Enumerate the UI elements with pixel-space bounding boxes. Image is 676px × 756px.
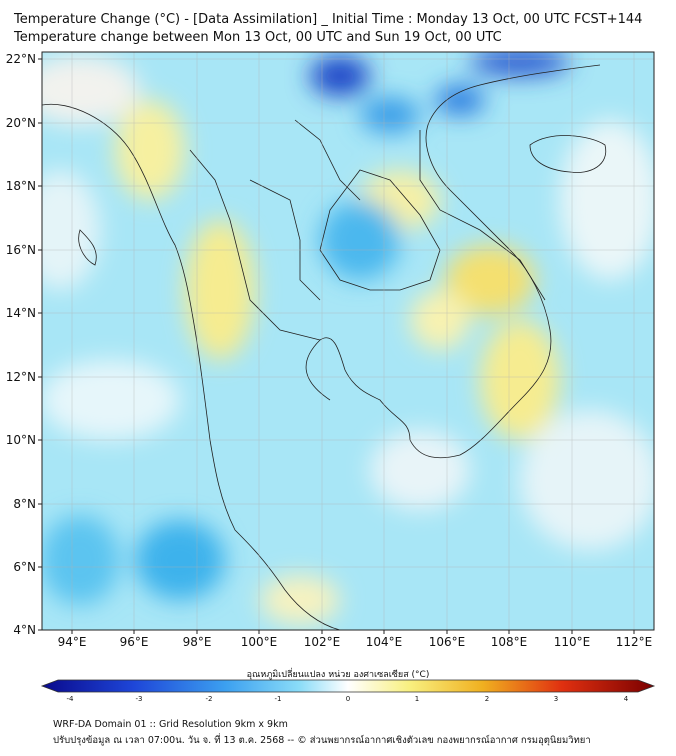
colorbar-tick: 0 — [346, 695, 350, 703]
temperature-field — [42, 52, 654, 630]
lon-label: 104°E — [366, 635, 403, 649]
lon-label: 106°E — [429, 635, 466, 649]
colorbar-tick: 3 — [554, 695, 558, 703]
lat-label: 14°N — [6, 306, 36, 320]
lon-label: 94°E — [58, 635, 87, 649]
lon-label: 98°E — [183, 635, 212, 649]
lon-label: 100°E — [241, 635, 278, 649]
colorbar-tick: -4 — [67, 695, 75, 703]
map-frame — [41, 51, 655, 631]
colorbar-tick: 4 — [624, 695, 629, 703]
lon-label: 96°E — [120, 635, 149, 649]
lat-label: 10°N — [6, 433, 36, 447]
lat-label: 18°N — [6, 179, 36, 193]
lat-label: 22°N — [6, 52, 36, 66]
footer-line2: ปรับปรุงข้อมูล ณ เวลา 07:00น. วัน จ. ที่… — [53, 735, 591, 746]
lon-label: 110°E — [554, 635, 591, 649]
colorbar-tick: 1 — [415, 695, 419, 703]
lon-label: 108°E — [491, 635, 528, 649]
lon-label: 112°E — [616, 635, 653, 649]
footer-line1: WRF-DA Domain 01 :: Grid Resolution 9km … — [53, 719, 288, 730]
colorbar-tick: 2 — [485, 695, 489, 703]
colorbar-label: อุณหภูมิเปลี่ยนแปลง หน่วย องศาเซลเซียส (… — [246, 670, 430, 680]
lat-label: 6°N — [13, 560, 36, 574]
lat-label: 12°N — [6, 370, 36, 384]
colorbar-tick: -3 — [136, 695, 143, 703]
colorbar-tick: -1 — [275, 695, 282, 703]
lat-label: 4°N — [13, 623, 36, 637]
map-title-line1: Temperature Change (°C) - [Data Assimila… — [14, 12, 643, 27]
lat-label: 16°N — [6, 243, 36, 257]
colorbar: -4 -3 -2 -1 0 1 2 3 4 — [40, 679, 656, 703]
colorbar-tick: -2 — [206, 695, 213, 703]
lon-label: 102°E — [304, 635, 341, 649]
map-title-line2: Temperature change between Mon 13 Oct, 0… — [14, 30, 502, 45]
lat-label: 8°N — [13, 497, 36, 511]
lat-label: 20°N — [6, 116, 36, 130]
